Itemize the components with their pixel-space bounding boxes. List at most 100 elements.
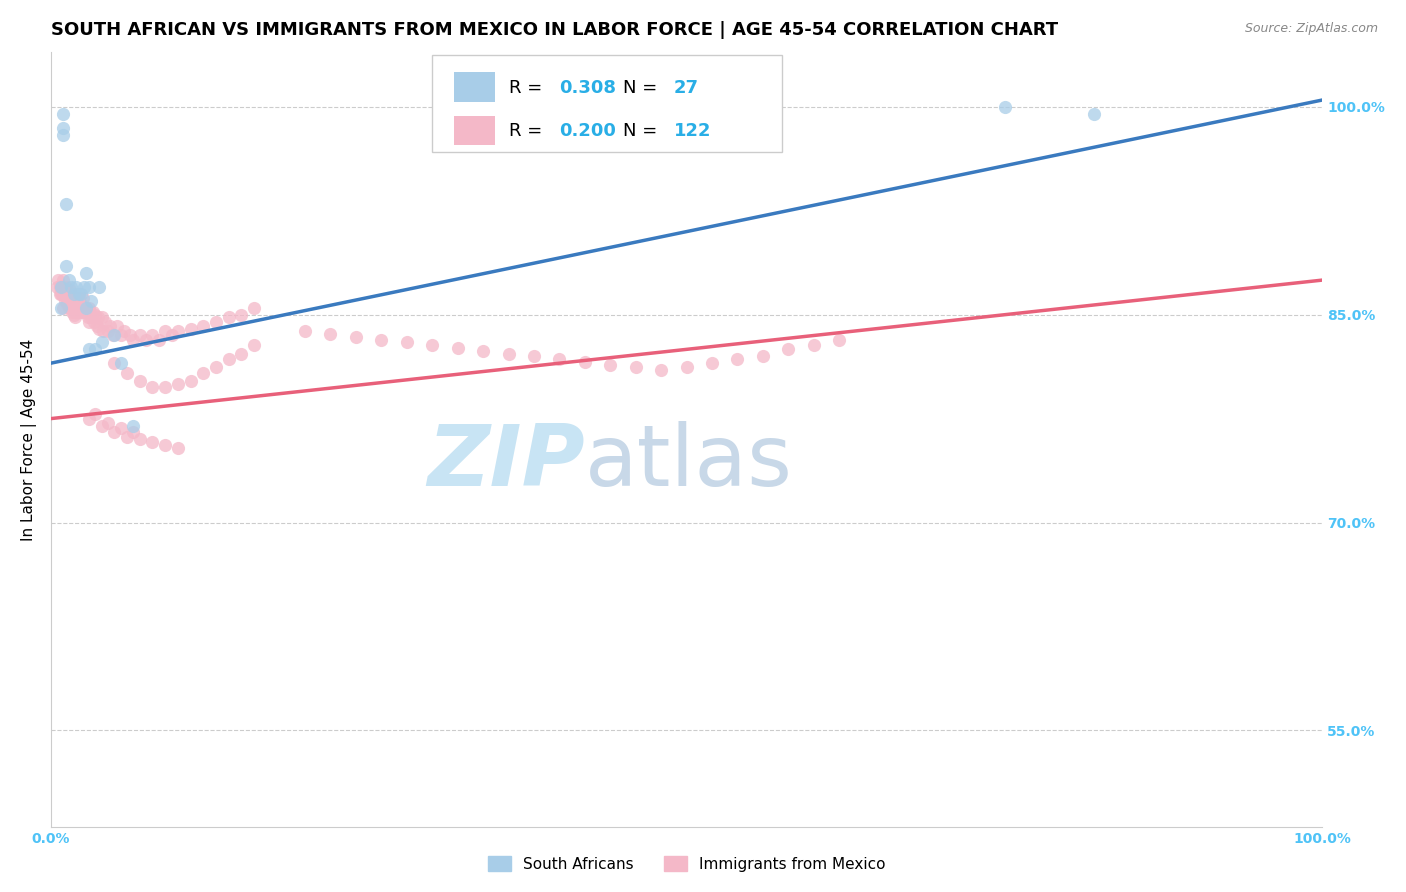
Point [128, 433, 150, 447]
Point [65, 280, 87, 294]
Point [77, 280, 100, 294]
Point [84, 408, 107, 422]
Text: 27: 27 [673, 79, 699, 97]
Point [523, 349, 546, 363]
Point [52, 287, 75, 301]
Point [128, 328, 150, 343]
Point [231, 346, 253, 360]
Point [55, 259, 77, 273]
Point [56, 296, 79, 310]
Point [84, 308, 107, 322]
Text: Source: ZipAtlas.com: Source: ZipAtlas.com [1244, 22, 1378, 36]
Point [77, 315, 100, 329]
Point [49, 280, 72, 294]
Point [62, 287, 84, 301]
Point [167, 324, 190, 338]
Point [370, 333, 392, 347]
Point [115, 429, 138, 443]
Point [205, 315, 228, 329]
Point [94, 315, 117, 329]
Point [53, 283, 76, 297]
Point [180, 321, 202, 335]
Point [90, 310, 112, 325]
Text: N =: N = [623, 79, 664, 97]
Bar [454, 116, 495, 145]
Point [52, 120, 75, 135]
Point [294, 324, 316, 338]
Point [993, 100, 1015, 114]
Point [160, 328, 183, 343]
Point [75, 301, 97, 315]
Point [243, 301, 266, 315]
Point [180, 374, 202, 388]
Point [58, 287, 80, 301]
Text: N =: N = [623, 122, 664, 140]
Point [114, 324, 136, 338]
Point [63, 296, 86, 310]
Point [52, 107, 75, 121]
Point [420, 338, 443, 352]
Text: R =: R = [509, 122, 547, 140]
Point [62, 308, 84, 322]
Point [48, 287, 70, 301]
Point [103, 425, 125, 440]
Point [103, 356, 125, 370]
Point [72, 291, 94, 305]
Text: ZIP: ZIP [427, 421, 585, 504]
Point [72, 305, 94, 319]
Bar [454, 72, 495, 102]
Point [141, 380, 163, 394]
Point [1083, 107, 1105, 121]
Point [148, 333, 170, 347]
Point [110, 421, 132, 435]
Point [55, 280, 77, 294]
Text: 122: 122 [673, 122, 711, 140]
Point [725, 352, 748, 367]
Point [51, 280, 73, 294]
Point [60, 305, 83, 319]
Point [778, 343, 800, 357]
Point [344, 330, 367, 344]
Point [574, 355, 596, 369]
Point [153, 438, 176, 452]
Point [447, 341, 470, 355]
Point [141, 328, 163, 343]
Point [65, 305, 87, 319]
Point [48, 280, 70, 294]
Point [48, 273, 70, 287]
Point [675, 360, 697, 375]
Point [87, 321, 110, 335]
Point [60, 287, 83, 301]
Point [79, 305, 101, 319]
Point [58, 273, 80, 287]
Text: SOUTH AFRICAN VS IMMIGRANTS FROM MEXICO IN LABOR FORCE | AGE 45-54 CORRELATION C: SOUTH AFRICAN VS IMMIGRANTS FROM MEXICO … [51, 21, 1057, 39]
Point [167, 441, 190, 455]
Point [243, 338, 266, 352]
Point [218, 310, 240, 325]
Point [60, 291, 83, 305]
Point [56, 283, 79, 297]
Point [624, 360, 647, 375]
Point [59, 283, 82, 297]
Point [73, 301, 96, 315]
Point [90, 335, 112, 350]
Point [87, 280, 110, 294]
Point [69, 301, 91, 315]
Point [752, 349, 775, 363]
Point [205, 360, 228, 375]
Point [100, 318, 122, 333]
Point [75, 301, 97, 315]
Point [67, 291, 90, 305]
Point [66, 296, 89, 310]
Point [52, 273, 75, 287]
Point [63, 310, 86, 325]
Point [122, 418, 145, 433]
Point [101, 328, 124, 343]
Point [700, 356, 723, 370]
Point [472, 343, 495, 358]
Legend: South Africans, Immigrants from Mexico: South Africans, Immigrants from Mexico [481, 849, 891, 878]
Point [97, 324, 120, 338]
Point [51, 287, 73, 301]
Point [115, 366, 138, 380]
Point [55, 291, 77, 305]
